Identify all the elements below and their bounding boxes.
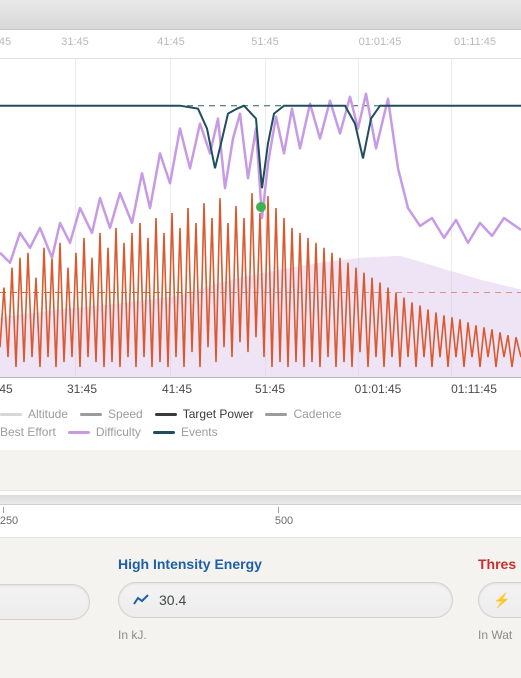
legend-swatch [0, 413, 22, 416]
metric-partial-left [0, 556, 90, 620]
metric-help: In Wat [478, 628, 521, 642]
legend-item[interactable]: Events [153, 425, 230, 439]
x-tick-label: 45 [0, 36, 11, 48]
legend-swatch [80, 413, 102, 416]
x-axis-bottom: 45 31:45 41:45 51:45 01:01:45 01:11:45 [0, 378, 521, 400]
legend-item[interactable]: Altitude [0, 407, 80, 421]
legend: Altitude Speed Target Power Cadence Best Eff… [0, 402, 521, 441]
x-tick-label: 31:45 [67, 382, 97, 396]
slider-tick-label: 500 [275, 515, 293, 527]
metric-help: In kJ. [118, 628, 453, 642]
plot-area[interactable] [0, 58, 521, 378]
x-tick-label: 01:11:45 [451, 382, 497, 396]
metrics-row: High Intensity Energy 30.4 In kJ. Thres … [0, 538, 521, 678]
x-tick-label: 31:45 [61, 36, 89, 48]
metric-label: High Intensity Energy [118, 556, 453, 572]
legend-swatch [68, 431, 90, 434]
metric-input[interactable]: 30.4 [118, 582, 453, 618]
legend-item[interactable]: Target Power [155, 407, 266, 421]
legend-label: Cadence [293, 407, 341, 421]
legend-item[interactable]: Difficulty [68, 425, 153, 439]
slider-tick [3, 507, 4, 513]
legend-swatch [153, 431, 175, 434]
spacer [0, 450, 521, 490]
bolt-icon: ⚡ [493, 592, 510, 609]
x-tick-label: 51:45 [255, 382, 285, 396]
chart-line-icon [133, 593, 149, 607]
legend-label: Altitude [28, 407, 68, 421]
metric-value: 30.4 [159, 592, 186, 608]
metric-label: Thres [478, 556, 521, 572]
legend-label: Events [181, 425, 218, 439]
metric-input[interactable] [0, 584, 90, 620]
metric-input[interactable]: ⚡ [478, 582, 521, 618]
legend-label: Best Effort [0, 425, 56, 439]
legend-label: Difficulty [96, 425, 141, 439]
legend-label: Target Power [183, 407, 254, 421]
x-tick-label: 01:01:45 [359, 36, 402, 48]
legend-swatch [155, 413, 177, 416]
plot-svg [0, 59, 521, 377]
x-tick-label: 51:45 [251, 36, 279, 48]
legend-label: Speed [108, 407, 143, 421]
slider-tick-label: 250 [0, 515, 18, 527]
x-tick-label: 01:01:45 [355, 382, 402, 396]
x-tick-label: 41:45 [157, 36, 185, 48]
x-tick-label: 45 [0, 382, 13, 396]
legend-item[interactable]: Speed [80, 407, 155, 421]
slider-tick [278, 507, 279, 513]
range-slider[interactable]: 250 500 [0, 490, 521, 538]
legend-swatch [265, 413, 287, 416]
metric-high-intensity: High Intensity Energy 30.4 In kJ. [118, 556, 453, 642]
x-tick-label: 41:45 [162, 382, 192, 396]
legend-item[interactable]: Best Effort [0, 425, 68, 439]
metric-threshold: Thres ⚡ In Wat [478, 556, 521, 642]
x-axis-top: 45 31:45 41:45 51:45 01:01:45 01:11:45 [0, 30, 521, 58]
slider-track[interactable] [0, 495, 521, 505]
cursor-marker [256, 202, 266, 212]
top-toolbar [0, 0, 521, 30]
x-tick-label: 01:11:45 [454, 36, 496, 48]
main-chart[interactable]: 45 31:45 41:45 51:45 01:01:45 01:11:45 45 31:4… [0, 30, 521, 450]
legend-item[interactable]: Cadence [265, 407, 353, 421]
